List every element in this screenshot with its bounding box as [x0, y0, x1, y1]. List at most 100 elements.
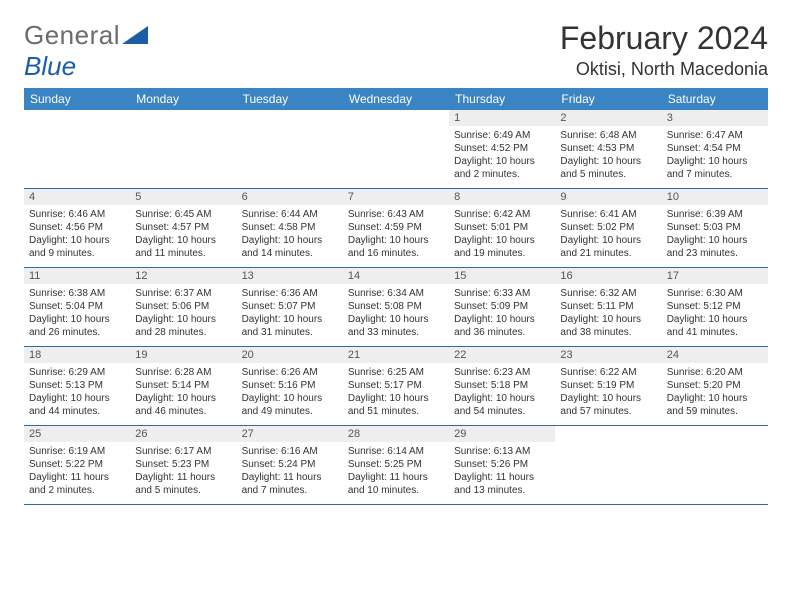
- day-content: Sunrise: 6:29 AMSunset: 5:13 PMDaylight:…: [24, 363, 130, 425]
- day-content: Sunrise: 6:17 AMSunset: 5:23 PMDaylight:…: [130, 442, 236, 504]
- day-number: 27: [237, 426, 343, 442]
- daylight-text: Daylight: 10 hours and 57 minutes.: [560, 392, 656, 418]
- day-number: 1: [449, 110, 555, 126]
- daylight-text: Daylight: 10 hours and 59 minutes.: [667, 392, 763, 418]
- sunset-text: Sunset: 5:26 PM: [454, 458, 550, 471]
- sunset-text: Sunset: 5:14 PM: [135, 379, 231, 392]
- daylight-text: Daylight: 10 hours and 46 minutes.: [135, 392, 231, 418]
- day-content: [237, 126, 343, 188]
- day-content: Sunrise: 6:32 AMSunset: 5:11 PMDaylight:…: [555, 284, 661, 346]
- header-block: General Blue February 2024 Oktisi, North…: [24, 20, 768, 82]
- sunrise-text: Sunrise: 6:37 AM: [135, 287, 231, 300]
- sunset-text: Sunset: 5:12 PM: [667, 300, 763, 313]
- daylight-text: Daylight: 10 hours and 14 minutes.: [242, 234, 338, 260]
- sunset-text: Sunset: 5:16 PM: [242, 379, 338, 392]
- day-content: Sunrise: 6:30 AMSunset: 5:12 PMDaylight:…: [662, 284, 768, 346]
- day-content: Sunrise: 6:38 AMSunset: 5:04 PMDaylight:…: [24, 284, 130, 346]
- day-content: Sunrise: 6:42 AMSunset: 5:01 PMDaylight:…: [449, 205, 555, 267]
- daylight-text: Daylight: 10 hours and 21 minutes.: [560, 234, 656, 260]
- day-content: Sunrise: 6:34 AMSunset: 5:08 PMDaylight:…: [343, 284, 449, 346]
- sunrise-text: Sunrise: 6:17 AM: [135, 445, 231, 458]
- brand-accent: Blue: [24, 51, 76, 81]
- day-content: [130, 126, 236, 188]
- sunset-text: Sunset: 5:25 PM: [348, 458, 444, 471]
- sunset-text: Sunset: 5:17 PM: [348, 379, 444, 392]
- day-content: Sunrise: 6:28 AMSunset: 5:14 PMDaylight:…: [130, 363, 236, 425]
- sunrise-text: Sunrise: 6:48 AM: [560, 129, 656, 142]
- sunset-text: Sunset: 5:18 PM: [454, 379, 550, 392]
- day-number: 20: [237, 347, 343, 363]
- day-number: 21: [343, 347, 449, 363]
- daylight-text: Daylight: 11 hours and 13 minutes.: [454, 471, 550, 497]
- sunset-text: Sunset: 4:54 PM: [667, 142, 763, 155]
- sunrise-text: Sunrise: 6:46 AM: [29, 208, 125, 221]
- day-content: Sunrise: 6:45 AMSunset: 4:57 PMDaylight:…: [130, 205, 236, 267]
- day-content: Sunrise: 6:48 AMSunset: 4:53 PMDaylight:…: [555, 126, 661, 188]
- sunrise-text: Sunrise: 6:47 AM: [667, 129, 763, 142]
- weekday-header: Sunday: [24, 88, 130, 110]
- daylight-text: Daylight: 10 hours and 54 minutes.: [454, 392, 550, 418]
- day-number: 8: [449, 189, 555, 205]
- day-number: 25: [24, 426, 130, 442]
- daylight-text: Daylight: 10 hours and 41 minutes.: [667, 313, 763, 339]
- sunset-text: Sunset: 4:56 PM: [29, 221, 125, 234]
- weekday-header: Thursday: [449, 88, 555, 110]
- day-content: Sunrise: 6:44 AMSunset: 4:58 PMDaylight:…: [237, 205, 343, 267]
- sunrise-text: Sunrise: 6:29 AM: [29, 366, 125, 379]
- sunset-text: Sunset: 5:11 PM: [560, 300, 656, 313]
- day-content: Sunrise: 6:19 AMSunset: 5:22 PMDaylight:…: [24, 442, 130, 504]
- daylight-text: Daylight: 10 hours and 31 minutes.: [242, 313, 338, 339]
- day-number: 5: [130, 189, 236, 205]
- sunrise-text: Sunrise: 6:19 AM: [29, 445, 125, 458]
- sunrise-text: Sunrise: 6:32 AM: [560, 287, 656, 300]
- calendar-grid: SundayMondayTuesdayWednesdayThursdayFrid…: [24, 88, 768, 505]
- day-number: 24: [662, 347, 768, 363]
- daylight-text: Daylight: 11 hours and 7 minutes.: [242, 471, 338, 497]
- daylight-text: Daylight: 10 hours and 16 minutes.: [348, 234, 444, 260]
- daylight-text: Daylight: 11 hours and 5 minutes.: [135, 471, 231, 497]
- sunset-text: Sunset: 5:24 PM: [242, 458, 338, 471]
- daylight-text: Daylight: 10 hours and 9 minutes.: [29, 234, 125, 260]
- daylight-text: Daylight: 10 hours and 26 minutes.: [29, 313, 125, 339]
- sunset-text: Sunset: 5:01 PM: [454, 221, 550, 234]
- brand-triangle-icon: [122, 26, 148, 44]
- daylight-text: Daylight: 10 hours and 5 minutes.: [560, 155, 656, 181]
- day-content: Sunrise: 6:43 AMSunset: 4:59 PMDaylight:…: [343, 205, 449, 267]
- day-content: Sunrise: 6:49 AMSunset: 4:52 PMDaylight:…: [449, 126, 555, 188]
- day-number: 12: [130, 268, 236, 284]
- day-number: 14: [343, 268, 449, 284]
- day-number: 15: [449, 268, 555, 284]
- day-content: Sunrise: 6:25 AMSunset: 5:17 PMDaylight:…: [343, 363, 449, 425]
- day-number: 10: [662, 189, 768, 205]
- sunrise-text: Sunrise: 6:26 AM: [242, 366, 338, 379]
- day-content: Sunrise: 6:39 AMSunset: 5:03 PMDaylight:…: [662, 205, 768, 267]
- daylight-text: Daylight: 11 hours and 10 minutes.: [348, 471, 444, 497]
- month-title: February 2024: [560, 20, 768, 57]
- day-number: 28: [343, 426, 449, 442]
- day-number: 17: [662, 268, 768, 284]
- sunrise-text: Sunrise: 6:34 AM: [348, 287, 444, 300]
- daylight-text: Daylight: 10 hours and 51 minutes.: [348, 392, 444, 418]
- daylight-text: Daylight: 10 hours and 36 minutes.: [454, 313, 550, 339]
- sunset-text: Sunset: 5:19 PM: [560, 379, 656, 392]
- day-content: Sunrise: 6:33 AMSunset: 5:09 PMDaylight:…: [449, 284, 555, 346]
- sunrise-text: Sunrise: 6:28 AM: [135, 366, 231, 379]
- day-number: 6: [237, 189, 343, 205]
- title-block: February 2024 Oktisi, North Macedonia: [560, 20, 768, 80]
- sunset-text: Sunset: 5:04 PM: [29, 300, 125, 313]
- day-number: 11: [24, 268, 130, 284]
- day-number: 19: [130, 347, 236, 363]
- sunrise-text: Sunrise: 6:41 AM: [560, 208, 656, 221]
- daylight-text: Daylight: 10 hours and 2 minutes.: [454, 155, 550, 181]
- sunset-text: Sunset: 5:23 PM: [135, 458, 231, 471]
- day-content: Sunrise: 6:37 AMSunset: 5:06 PMDaylight:…: [130, 284, 236, 346]
- sunrise-text: Sunrise: 6:39 AM: [667, 208, 763, 221]
- day-content: Sunrise: 6:26 AMSunset: 5:16 PMDaylight:…: [237, 363, 343, 425]
- day-number: 22: [449, 347, 555, 363]
- day-content: [662, 442, 768, 504]
- sunrise-text: Sunrise: 6:22 AM: [560, 366, 656, 379]
- sunrise-text: Sunrise: 6:36 AM: [242, 287, 338, 300]
- sunrise-text: Sunrise: 6:30 AM: [667, 287, 763, 300]
- sunrise-text: Sunrise: 6:20 AM: [667, 366, 763, 379]
- row-separator: [24, 504, 768, 505]
